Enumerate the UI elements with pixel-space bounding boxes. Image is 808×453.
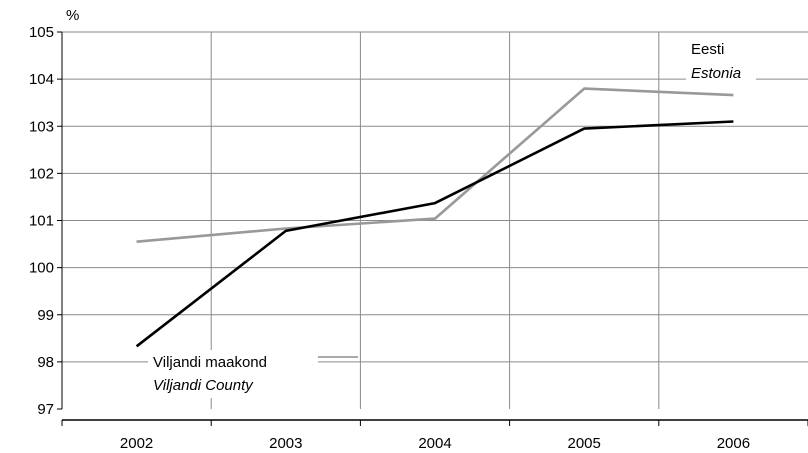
- x-tick-label: 2006: [717, 435, 750, 452]
- viljandi-label: Viljandi maakond: [153, 354, 267, 371]
- x-tick-label: 2003: [269, 435, 302, 452]
- viljandi-label-en: Viljandi County: [153, 377, 254, 394]
- series-line-estonia: [136, 87, 734, 243]
- y-tick-labels: 97 98 99 100 101 102 103 104 105: [29, 24, 54, 418]
- estonia-annotation: Eesti Estonia: [686, 36, 756, 82]
- axes: [57, 31, 808, 426]
- y-tick-label: 105: [29, 24, 54, 41]
- x-tick-label: 2005: [568, 435, 601, 452]
- y-tick-label: 99: [37, 307, 54, 324]
- estonia-label-en: Estonia: [691, 65, 741, 82]
- y-tick-label: 103: [29, 118, 54, 135]
- y-tick-label: 104: [29, 71, 54, 88]
- y-tick-label: 102: [29, 165, 54, 182]
- viljandi-annotation: Viljandi maakond Viljandi County: [148, 350, 318, 398]
- series-line-viljandi: [135, 120, 734, 348]
- x-tick-label: 2002: [120, 435, 153, 452]
- y-tick-label: 97: [37, 401, 54, 418]
- gridlines: [62, 31, 808, 409]
- series-lines: [135, 87, 734, 358]
- x-tick-labels: 2002 2003 2004 2005 2006: [120, 435, 750, 452]
- y-tick-label: 101: [29, 213, 54, 230]
- y-tick-label: 98: [37, 354, 54, 371]
- y-tick-label: 100: [29, 260, 54, 277]
- y-axis-unit-label: %: [66, 7, 79, 24]
- x-tick-label: 2004: [418, 435, 451, 452]
- estonia-label: Eesti: [691, 41, 724, 58]
